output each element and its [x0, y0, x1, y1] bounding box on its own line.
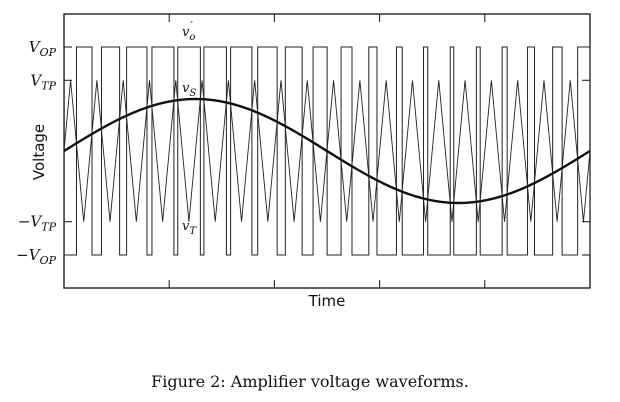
sine-signal-line: [63, 97, 591, 205]
series-sine-vs: [63, 97, 591, 205]
y-tick-label-3: −VOP: [16, 246, 56, 267]
label-vo: vo′: [182, 19, 195, 43]
label-vt: vT: [182, 219, 197, 237]
label-vo-sub: o: [189, 32, 195, 43]
figure-caption: Figure 2: Amplifier voltage waveforms.: [151, 372, 469, 391]
y-tick-label-sub-1: TP: [41, 79, 56, 92]
label-vo-prime: ′: [190, 19, 193, 32]
x-axis-label: Time: [308, 292, 346, 310]
y-tick-label-base-0: V: [29, 38, 42, 56]
x-axis-ticks: [168, 14, 486, 288]
y-tick-label-2: −VTP: [18, 213, 57, 234]
label-vo-base: v: [182, 25, 190, 40]
label-vs-sub: S: [189, 88, 196, 99]
y-tick-label-sub-3: OP: [40, 254, 57, 267]
y-axis-label: Voltage: [30, 124, 48, 180]
y-tick-label-sub-2: TP: [41, 221, 56, 234]
y-tick-label-base-3: −V: [16, 246, 42, 264]
series-pwm-vo: [63, 46, 591, 256]
y-tick-label-base-1: V: [30, 71, 43, 89]
label-vt-sub: T: [189, 226, 197, 237]
label-vs: vS: [182, 81, 196, 99]
y-tick-label-1: VTP: [30, 71, 56, 92]
label-vs-base: v: [182, 81, 190, 96]
y-tick-label-base-2: −V: [18, 213, 44, 231]
label-vt-base: v: [182, 219, 190, 234]
pwm-waveform-line: [63, 46, 591, 256]
y-tick-label-0: VOP: [29, 38, 57, 59]
y-tick-label-sub-0: OP: [40, 46, 57, 59]
